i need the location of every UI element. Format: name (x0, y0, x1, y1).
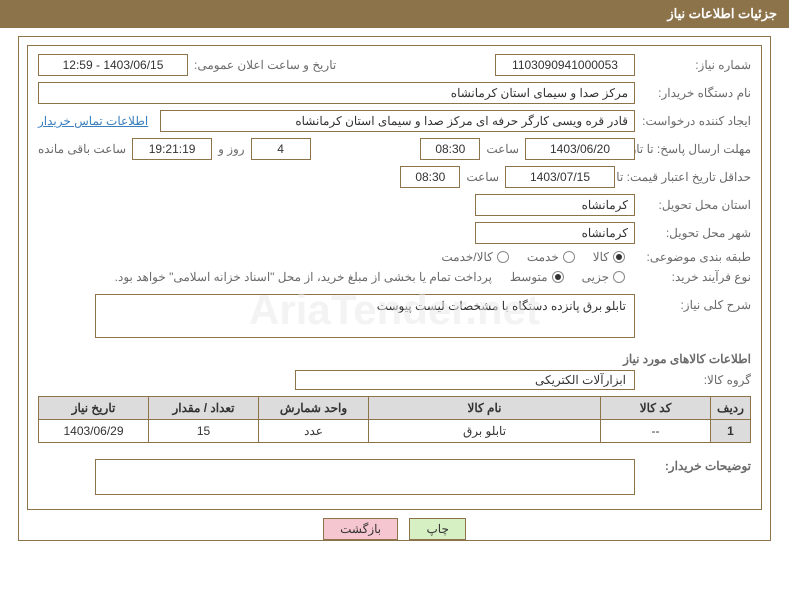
radio-group-purchase: جزیی متوسط (510, 270, 625, 284)
row-general-desc: شرح کلی نیاز: تابلو برق پانزده دستگاه با… (38, 294, 751, 344)
th-qty: تعداد / مقدار (149, 397, 259, 420)
field-general-desc: تابلو برق پانزده دستگاه با مشخصات لیست پ… (95, 294, 635, 338)
row-purchase-type: نوع فرآیند خرید: جزیی متوسط پرداخت تمام … (38, 270, 751, 284)
label-hour-1: ساعت (486, 142, 519, 156)
field-buyer-notes (95, 459, 635, 495)
radio-label-goods-service: کالا/خدمت (441, 250, 492, 264)
radio-item-medium[interactable]: متوسط (510, 270, 564, 284)
items-table: ردیف کد کالا نام کالا واحد شمارش تعداد /… (38, 396, 751, 443)
field-response-time: 08:30 (420, 138, 480, 160)
td-unit: عدد (259, 420, 369, 443)
radio-group-subject: کالا خدمت کالا/خدمت (441, 250, 625, 264)
radio-medium[interactable] (552, 271, 564, 283)
radio-minor[interactable] (613, 271, 625, 283)
label-subject-class: طبقه بندی موضوعی: (641, 250, 751, 264)
field-price-valid-date: 1403/07/15 (505, 166, 615, 188)
radio-item-goods[interactable]: کالا (593, 250, 625, 264)
radio-label-service: خدمت (527, 250, 559, 264)
th-unit: واحد شمارش (259, 397, 369, 420)
back-button[interactable]: بازگشت (323, 518, 398, 540)
td-code: -- (601, 420, 711, 443)
row-buyer-notes: توضیحات خریدار: (38, 455, 751, 495)
label-response-deadline: مهلت ارسال پاسخ: تا تاریخ: (641, 142, 751, 156)
radio-goods[interactable] (613, 251, 625, 263)
row-requester: ایجاد کننده درخواست: قادر قره ویسی کارگر… (38, 110, 751, 132)
row-subject-class: طبقه بندی موضوعی: کالا خدمت کالا/خدمت (38, 250, 751, 264)
label-purchase-type: نوع فرآیند خرید: (641, 270, 751, 284)
field-price-valid-time: 08:30 (400, 166, 460, 188)
field-days-left: 4 (251, 138, 311, 160)
radio-label-goods: کالا (593, 250, 609, 264)
payment-note: پرداخت تمام یا بخشی از مبلغ خرید، از محل… (115, 270, 492, 284)
th-code: کد کالا (601, 397, 711, 420)
table-header-row: ردیف کد کالا نام کالا واحد شمارش تعداد /… (39, 397, 751, 420)
page-root: جزئیات اطلاعات نیاز AriaTender.net شماره… (0, 0, 789, 598)
field-delivery-province: کرمانشاه (475, 194, 635, 216)
field-delivery-city: کرمانشاه (475, 222, 635, 244)
radio-goods-service[interactable] (497, 251, 509, 263)
field-requester: قادر قره ویسی کارگر حرفه ای مرکز صدا و س… (160, 110, 635, 132)
inner-panel: AriaTender.net شماره نیاز: 1103090941000… (27, 45, 762, 510)
field-buyer-org: مرکز صدا و سیمای استان کرمانشاه (38, 82, 635, 104)
label-remaining: ساعت باقی مانده (38, 142, 126, 156)
section-goods-info-title: اطلاعات کالاهای مورد نیاز (38, 352, 751, 366)
td-name: تابلو برق (369, 420, 601, 443)
button-row: چاپ بازگشت (19, 518, 770, 540)
row-price-validity: حداقل تاریخ اعتبار قیمت: تا تاریخ: 1403/… (38, 166, 751, 188)
td-row: 1 (711, 420, 751, 443)
radio-item-goods-service[interactable]: کالا/خدمت (441, 250, 508, 264)
label-general-desc: شرح کلی نیاز: (641, 294, 751, 312)
row-delivery-city: شهر محل تحویل: کرمانشاه (38, 222, 751, 244)
row-delivery-province: استان محل تحویل: کرمانشاه (38, 194, 751, 216)
radio-service[interactable] (563, 251, 575, 263)
print-button[interactable]: چاپ (409, 518, 465, 540)
radio-label-minor: جزیی (582, 270, 609, 284)
th-row: ردیف (711, 397, 751, 420)
label-requester: ایجاد کننده درخواست: (641, 114, 751, 128)
label-buyer-notes: توضیحات خریدار: (641, 455, 751, 473)
radio-item-service[interactable]: خدمت (527, 250, 575, 264)
label-announce-datetime: تاریخ و ساعت اعلان عمومی: (194, 58, 336, 72)
label-goods-group: گروه کالا: (641, 373, 751, 387)
row-buyer-org: نام دستگاه خریدار: مرکز صدا و سیمای استا… (38, 82, 751, 104)
field-announce-datetime: 1403/06/15 - 12:59 (38, 54, 188, 76)
td-date: 1403/06/29 (39, 420, 149, 443)
td-qty: 15 (149, 420, 259, 443)
field-goods-group: ابزارآلات الکتریکی (295, 370, 635, 390)
field-countdown: 19:21:19 (132, 138, 212, 160)
page-title-bar: جزئیات اطلاعات نیاز (0, 0, 789, 28)
label-need-number: شماره نیاز: (641, 58, 751, 72)
radio-label-medium: متوسط (510, 270, 548, 284)
th-date: تاریخ نیاز (39, 397, 149, 420)
field-response-date: 1403/06/20 (525, 138, 635, 160)
page-title: جزئیات اطلاعات نیاز (667, 6, 777, 21)
outer-panel: AriaTender.net شماره نیاز: 1103090941000… (18, 36, 771, 541)
table-row: 1 -- تابلو برق عدد 15 1403/06/29 (39, 420, 751, 443)
row-need-number: شماره نیاز: 1103090941000053 تاریخ و ساع… (38, 54, 751, 76)
label-days-and: روز و (218, 142, 245, 156)
label-delivery-city: شهر محل تحویل: (641, 226, 751, 240)
th-name: نام کالا (369, 397, 601, 420)
label-delivery-province: استان محل تحویل: (641, 198, 751, 212)
label-buyer-org: نام دستگاه خریدار: (641, 86, 751, 100)
row-response-deadline: مهلت ارسال پاسخ: تا تاریخ: 1403/06/20 سا… (38, 138, 751, 160)
label-hour-2: ساعت (466, 170, 499, 184)
radio-item-minor[interactable]: جزیی (582, 270, 625, 284)
row-goods-group: گروه کالا: ابزارآلات الکتریکی (38, 370, 751, 390)
label-price-validity: حداقل تاریخ اعتبار قیمت: تا تاریخ: (621, 170, 751, 184)
field-need-number: 1103090941000053 (495, 54, 635, 76)
link-buyer-contact[interactable]: اطلاعات تماس خریدار (38, 114, 148, 128)
